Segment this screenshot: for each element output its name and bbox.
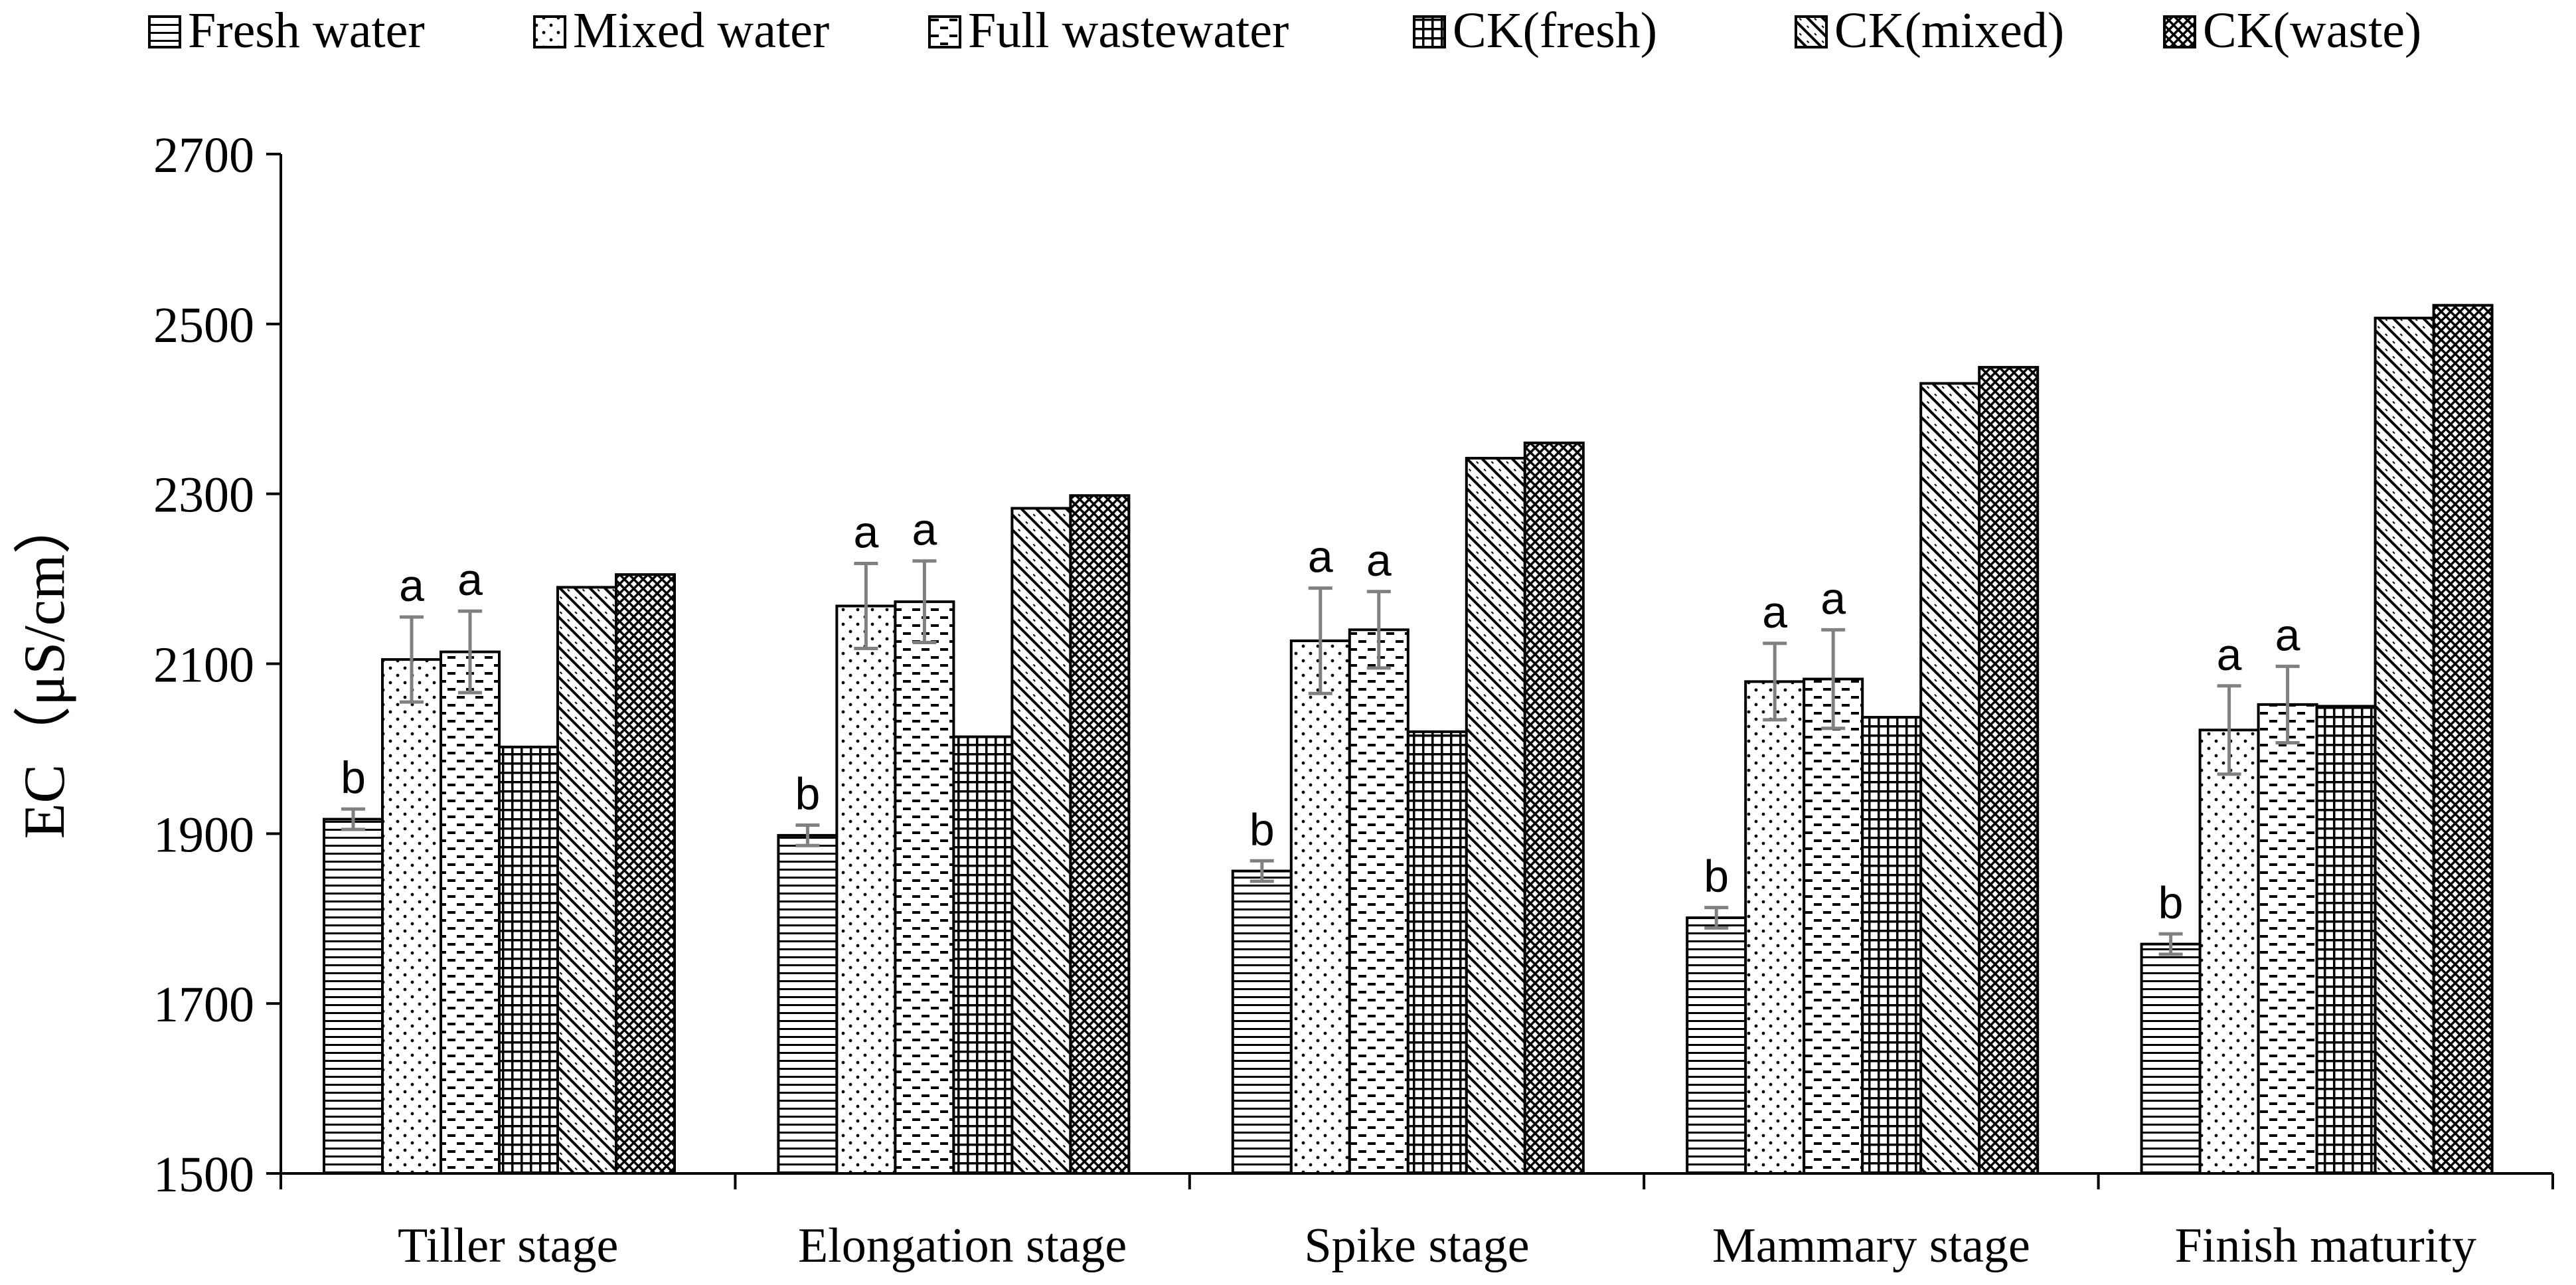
bar-ck-mixed-finish-maturity [2374, 316, 2435, 1175]
bar-full-wastewater-spike-stage [1348, 628, 1409, 1175]
bar-ck-fresh-finish-maturity [2315, 705, 2377, 1175]
significance-label: b [341, 752, 366, 803]
bar-ck-waste-mammary-stage [1978, 366, 2040, 1175]
legend-label: Mixed water [573, 3, 829, 58]
significance-label: a [853, 507, 878, 558]
legend-swatch-fresh-water [148, 15, 181, 48]
bar-mixed-water-tiller-stage [381, 658, 442, 1175]
bar-fresh-water-mammary-stage [1686, 916, 1747, 1175]
bar-ck-fresh-spike-stage [1406, 730, 1468, 1175]
y-tick-label: 1500 [153, 1147, 254, 1203]
y-tick-label: 1900 [153, 807, 254, 863]
significance-label: b [1704, 851, 1729, 902]
legend-item-full-wastewater: Full wastewater [928, 3, 1289, 58]
category-label-tiller-stage: Tiller stage [398, 1219, 618, 1273]
y-tick-label: 2700 [153, 128, 254, 183]
bar-full-wastewater-mammary-stage [1803, 677, 1864, 1175]
legend-swatch-mixed-water [533, 15, 566, 48]
bar-mixed-water-mammary-stage [1744, 680, 1806, 1175]
legend-label: CK(mixed) [1834, 3, 2064, 58]
bar-full-wastewater-finish-maturity [2257, 703, 2318, 1175]
bar-ck-fresh-tiller-stage [498, 745, 559, 1175]
bar-fresh-water-spike-stage [1231, 869, 1293, 1175]
bar-ck-mixed-tiller-stage [556, 586, 617, 1175]
y-axis: 1500 1700 1900 2100 2300 2500 2700 [153, 128, 282, 1203]
legend-swatch-full-wastewater [928, 15, 961, 48]
bars [323, 303, 2494, 1175]
legend-swatch-ck-fresh [1413, 15, 1446, 48]
category-label-elongation-stage: Elongation stage [798, 1219, 1127, 1273]
bar-ck-waste-tiller-stage [615, 573, 676, 1175]
significance-label: a [1820, 573, 1846, 624]
bar-fresh-water-tiller-stage [323, 817, 384, 1175]
error-bars [341, 559, 2300, 956]
legend-swatch-ck-waste [2163, 15, 2196, 48]
significance-label: a [1366, 535, 1392, 586]
bar-full-wastewater-tiller-stage [440, 650, 501, 1175]
legend-label: CK(fresh) [1453, 3, 1657, 58]
legend-item-ck-fresh: CK(fresh) [1413, 3, 1657, 58]
legend-item-ck-mixed: CK(mixed) [1795, 3, 2064, 58]
legend-swatch-ck-mixed [1795, 15, 1828, 48]
legend-item-mixed-water: Mixed water [533, 3, 829, 58]
y-axis-label: EC（μS/cm） [13, 496, 77, 839]
x-axis [280, 1172, 2554, 1189]
bar-ck-waste-finish-maturity [2432, 303, 2494, 1175]
bar-mixed-water-finish-maturity [2198, 728, 2260, 1175]
bar-fresh-water-finish-maturity [2140, 942, 2202, 1175]
y-tick-label: 2100 [153, 638, 254, 693]
bar-ck-mixed-elongation-stage [1010, 507, 1072, 1175]
significance-label: a [399, 560, 424, 611]
bar-ck-mixed-spike-stage [1465, 456, 1526, 1175]
bar-mixed-water-spike-stage [1289, 639, 1351, 1175]
bar-full-wastewater-elongation-stage [894, 600, 955, 1175]
legend-item-ck-waste: CK(waste) [2163, 3, 2421, 58]
significance-label: a [457, 555, 483, 605]
significance-label: b [1249, 804, 1275, 855]
significance-label: b [795, 769, 820, 819]
significance-label: a [912, 505, 937, 555]
legend-label: Full wastewater [968, 3, 1289, 58]
legend-label: CK(waste) [2203, 3, 2421, 58]
bar-ck-waste-spike-stage [1523, 441, 1585, 1175]
bar-ck-fresh-mammary-stage [1861, 716, 1923, 1175]
bar-ck-waste-elongation-stage [1069, 494, 1131, 1175]
significance-label: b [2158, 877, 2184, 928]
bar-ck-mixed-mammary-stage [1919, 382, 1981, 1175]
legend-item-fresh-water: Fresh water [148, 3, 425, 58]
category-label-spike-stage: Spike stage [1304, 1219, 1529, 1273]
significance-label: a [2275, 610, 2300, 660]
bar-fresh-water-elongation-stage [777, 833, 839, 1175]
legend: Fresh water Mixed water Full wastewater CK(… [148, 3, 2421, 58]
y-tick-label: 1700 [153, 977, 254, 1033]
significance-label: a [1308, 532, 1333, 582]
significance-label: a [2217, 630, 2242, 680]
category-label-finish-maturity: Finish maturity [2175, 1219, 2476, 1273]
bar-mixed-water-elongation-stage [835, 604, 897, 1175]
y-tick-label: 2300 [153, 468, 254, 523]
bar-ck-fresh-elongation-stage [952, 735, 1014, 1175]
y-tick-label: 2500 [153, 298, 254, 353]
category-labels: Tiller stage Elongation stage Spike stage M… [398, 1219, 2476, 1273]
category-label-mammary-stage: Mammary stage [1712, 1219, 2030, 1273]
legend-label: Fresh water [188, 3, 425, 58]
significance-label: a [1762, 587, 1787, 638]
